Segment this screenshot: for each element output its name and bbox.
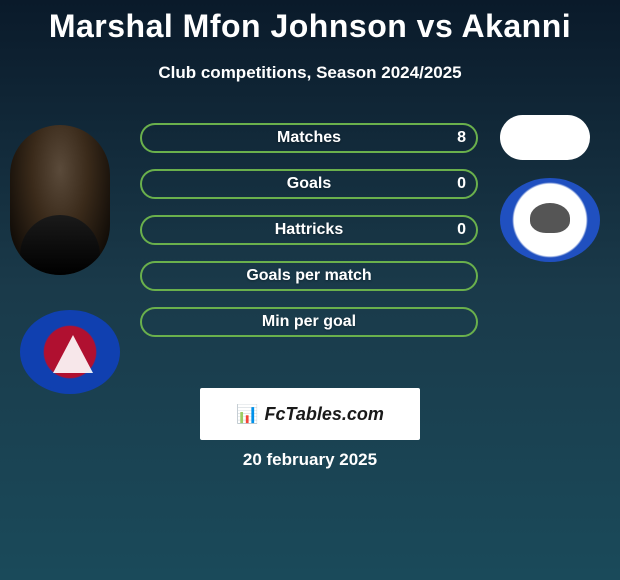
date-text: 20 february 2025 [0, 450, 620, 470]
stat-label: Goals per match [246, 267, 371, 285]
stat-value: 0 [457, 175, 466, 193]
club-badge-left [20, 310, 120, 394]
stat-row-hattricks: Hattricks 0 [140, 215, 478, 245]
stat-row-min-per-goal: Min per goal [140, 307, 478, 337]
stat-value: 8 [457, 129, 466, 147]
stat-label: Min per goal [262, 313, 356, 331]
stat-label: Goals [287, 175, 331, 193]
stat-label: Matches [277, 129, 341, 147]
stat-row-goals: Goals 0 [140, 169, 478, 199]
page-title: Marshal Mfon Johnson vs Akanni [0, 0, 620, 45]
season-subtitle: Club competitions, Season 2024/2025 [0, 63, 620, 83]
branding-box[interactable]: 📊 FcTables.com [200, 388, 420, 440]
stat-label: Hattricks [275, 221, 343, 239]
branding-text: FcTables.com [265, 404, 384, 425]
stat-row-matches: Matches 8 [140, 123, 478, 153]
stat-row-goals-per-match: Goals per match [140, 261, 478, 291]
stats-container: Matches 8 Goals 0 Hattricks 0 Goals per … [140, 123, 478, 353]
chart-icon: 📊 [236, 404, 258, 425]
player-photo-right [500, 115, 590, 160]
player-photo-left [10, 125, 110, 275]
club-badge-right [500, 178, 600, 262]
stat-value: 0 [457, 221, 466, 239]
